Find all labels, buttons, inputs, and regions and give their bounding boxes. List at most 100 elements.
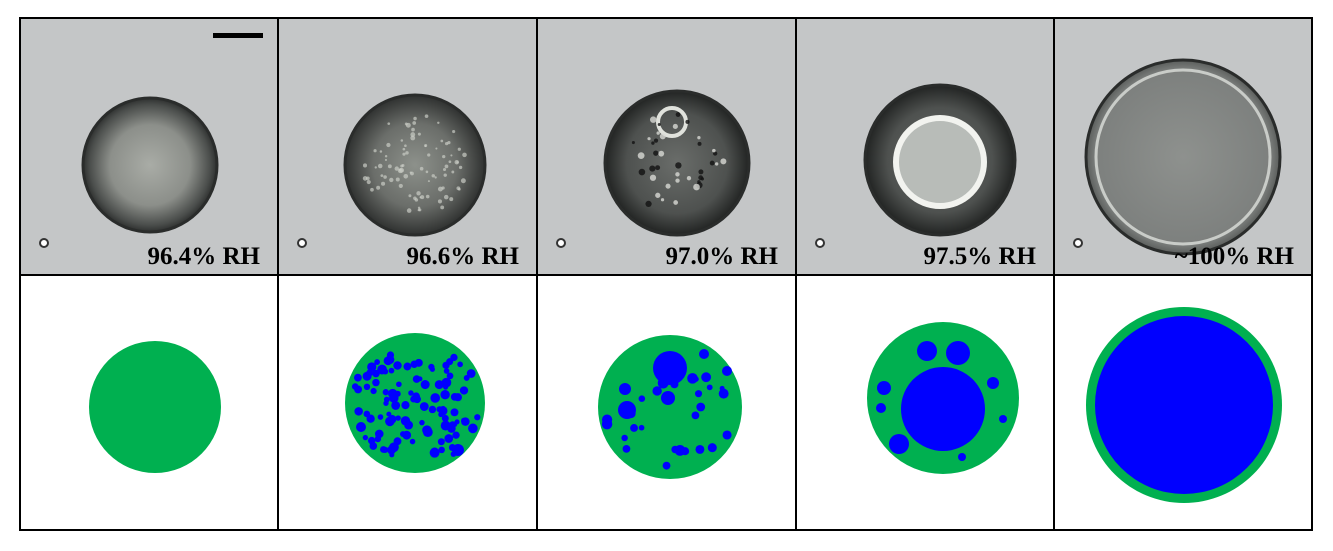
aqueous-inclusion bbox=[377, 364, 388, 375]
inclusion bbox=[672, 123, 678, 129]
aqueous-inclusion bbox=[380, 446, 387, 453]
inclusion bbox=[373, 149, 377, 153]
aqueous-inclusion bbox=[383, 396, 390, 403]
aqueous-inclusion bbox=[452, 431, 460, 439]
aqueous-inclusion bbox=[452, 444, 464, 456]
aqueous-inclusion bbox=[722, 366, 732, 376]
aqueous-inclusion bbox=[901, 367, 985, 451]
micrograph-panel bbox=[1054, 18, 1312, 275]
aqueous-inclusion bbox=[354, 385, 363, 394]
inclusion bbox=[675, 172, 680, 177]
aqueous-inclusion bbox=[429, 366, 436, 372]
inclusion bbox=[402, 152, 406, 156]
inclusion bbox=[460, 178, 466, 184]
schematic-panel bbox=[1054, 275, 1312, 530]
aqueous-inclusion bbox=[374, 435, 382, 443]
aqueous-inclusion bbox=[438, 411, 444, 418]
schematic-row bbox=[20, 275, 1312, 530]
inclusion bbox=[406, 208, 412, 213]
organic-phase-droplet bbox=[345, 333, 485, 473]
aqueous-inclusion bbox=[387, 445, 396, 455]
aqueous-inclusion bbox=[662, 461, 671, 470]
inclusion bbox=[638, 168, 646, 176]
inclusion bbox=[389, 177, 394, 183]
organic-phase-droplet bbox=[89, 341, 221, 473]
aqueous-inclusion bbox=[706, 384, 713, 391]
aqueous-inclusion bbox=[695, 444, 705, 454]
inclusion bbox=[437, 199, 443, 204]
bubble bbox=[1073, 238, 1083, 248]
aqueous-inclusion bbox=[661, 391, 675, 405]
inclusion bbox=[437, 121, 440, 125]
aqueous-inclusion bbox=[446, 372, 454, 380]
inclusion bbox=[440, 205, 445, 210]
inclusion bbox=[363, 163, 368, 168]
inclusion bbox=[637, 152, 645, 160]
aqueous-inclusion bbox=[694, 390, 703, 398]
inclusion bbox=[458, 165, 463, 170]
aqueous-inclusion bbox=[707, 443, 717, 453]
rh-label: 97.0% RH bbox=[666, 243, 779, 270]
inclusion bbox=[419, 196, 422, 199]
inclusion bbox=[657, 122, 661, 127]
inclusion bbox=[653, 150, 659, 156]
inclusion bbox=[650, 116, 657, 123]
aqueous-inclusion bbox=[412, 392, 420, 400]
inclusion bbox=[405, 151, 409, 155]
aqueous-inclusion bbox=[430, 447, 439, 456]
aqueous-inclusion bbox=[385, 355, 395, 365]
aqueous-inclusion bbox=[621, 434, 628, 442]
aqueous-inclusion bbox=[630, 424, 638, 432]
inclusion bbox=[709, 160, 715, 166]
inclusion bbox=[434, 176, 437, 179]
inclusion bbox=[450, 154, 453, 157]
inclusion bbox=[379, 150, 383, 153]
aqueous-inclusion bbox=[466, 369, 476, 378]
aqueous-inclusion bbox=[420, 380, 430, 390]
inclusion bbox=[698, 169, 704, 175]
inclusion bbox=[697, 180, 701, 184]
inclusion bbox=[451, 170, 455, 174]
scale-bar bbox=[213, 33, 263, 38]
inclusion bbox=[712, 148, 716, 153]
inclusion bbox=[685, 119, 690, 124]
inclusion bbox=[665, 183, 671, 189]
inclusion bbox=[403, 173, 409, 179]
inclusion bbox=[409, 171, 412, 174]
inclusion bbox=[413, 196, 417, 201]
inclusion bbox=[376, 185, 381, 190]
aqueous-inclusion bbox=[468, 423, 478, 434]
inclusion bbox=[720, 158, 727, 165]
inclusion bbox=[673, 200, 679, 205]
inclusion bbox=[402, 147, 406, 151]
aqueous-inclusion bbox=[652, 386, 662, 396]
rh-label: ~100% RH bbox=[1175, 243, 1295, 270]
aqueous-inclusion bbox=[876, 403, 886, 413]
inclusion bbox=[659, 133, 666, 140]
aqueous-inclusion bbox=[701, 372, 712, 383]
inclusion bbox=[700, 177, 705, 181]
aqueous-inclusion bbox=[354, 407, 363, 416]
aqueous-inclusion bbox=[441, 377, 452, 388]
inclusion bbox=[456, 161, 459, 164]
aqueous-inclusion bbox=[387, 414, 397, 424]
aqueous-inclusion bbox=[393, 361, 402, 370]
aqueous-inclusion bbox=[419, 402, 429, 411]
aqueous-inclusion bbox=[372, 369, 380, 378]
aqueous-inclusion bbox=[619, 383, 631, 395]
inclusion bbox=[404, 144, 407, 147]
aqueous-inclusion bbox=[408, 390, 414, 396]
inclusion bbox=[374, 166, 377, 169]
aqueous-inclusion bbox=[393, 437, 402, 446]
aqueous-inclusion bbox=[696, 402, 706, 412]
aqueous-inclusion bbox=[889, 434, 909, 454]
inclusion bbox=[442, 154, 446, 159]
inclusion bbox=[447, 141, 451, 145]
aqueous-inclusion bbox=[461, 417, 470, 426]
inclusion bbox=[653, 138, 659, 143]
aqueous-inclusion bbox=[638, 395, 646, 402]
inclusion bbox=[427, 153, 431, 157]
rh-label: 96.6% RH bbox=[407, 243, 520, 270]
inclusion bbox=[435, 147, 438, 150]
aqueous-inclusion bbox=[474, 414, 481, 421]
